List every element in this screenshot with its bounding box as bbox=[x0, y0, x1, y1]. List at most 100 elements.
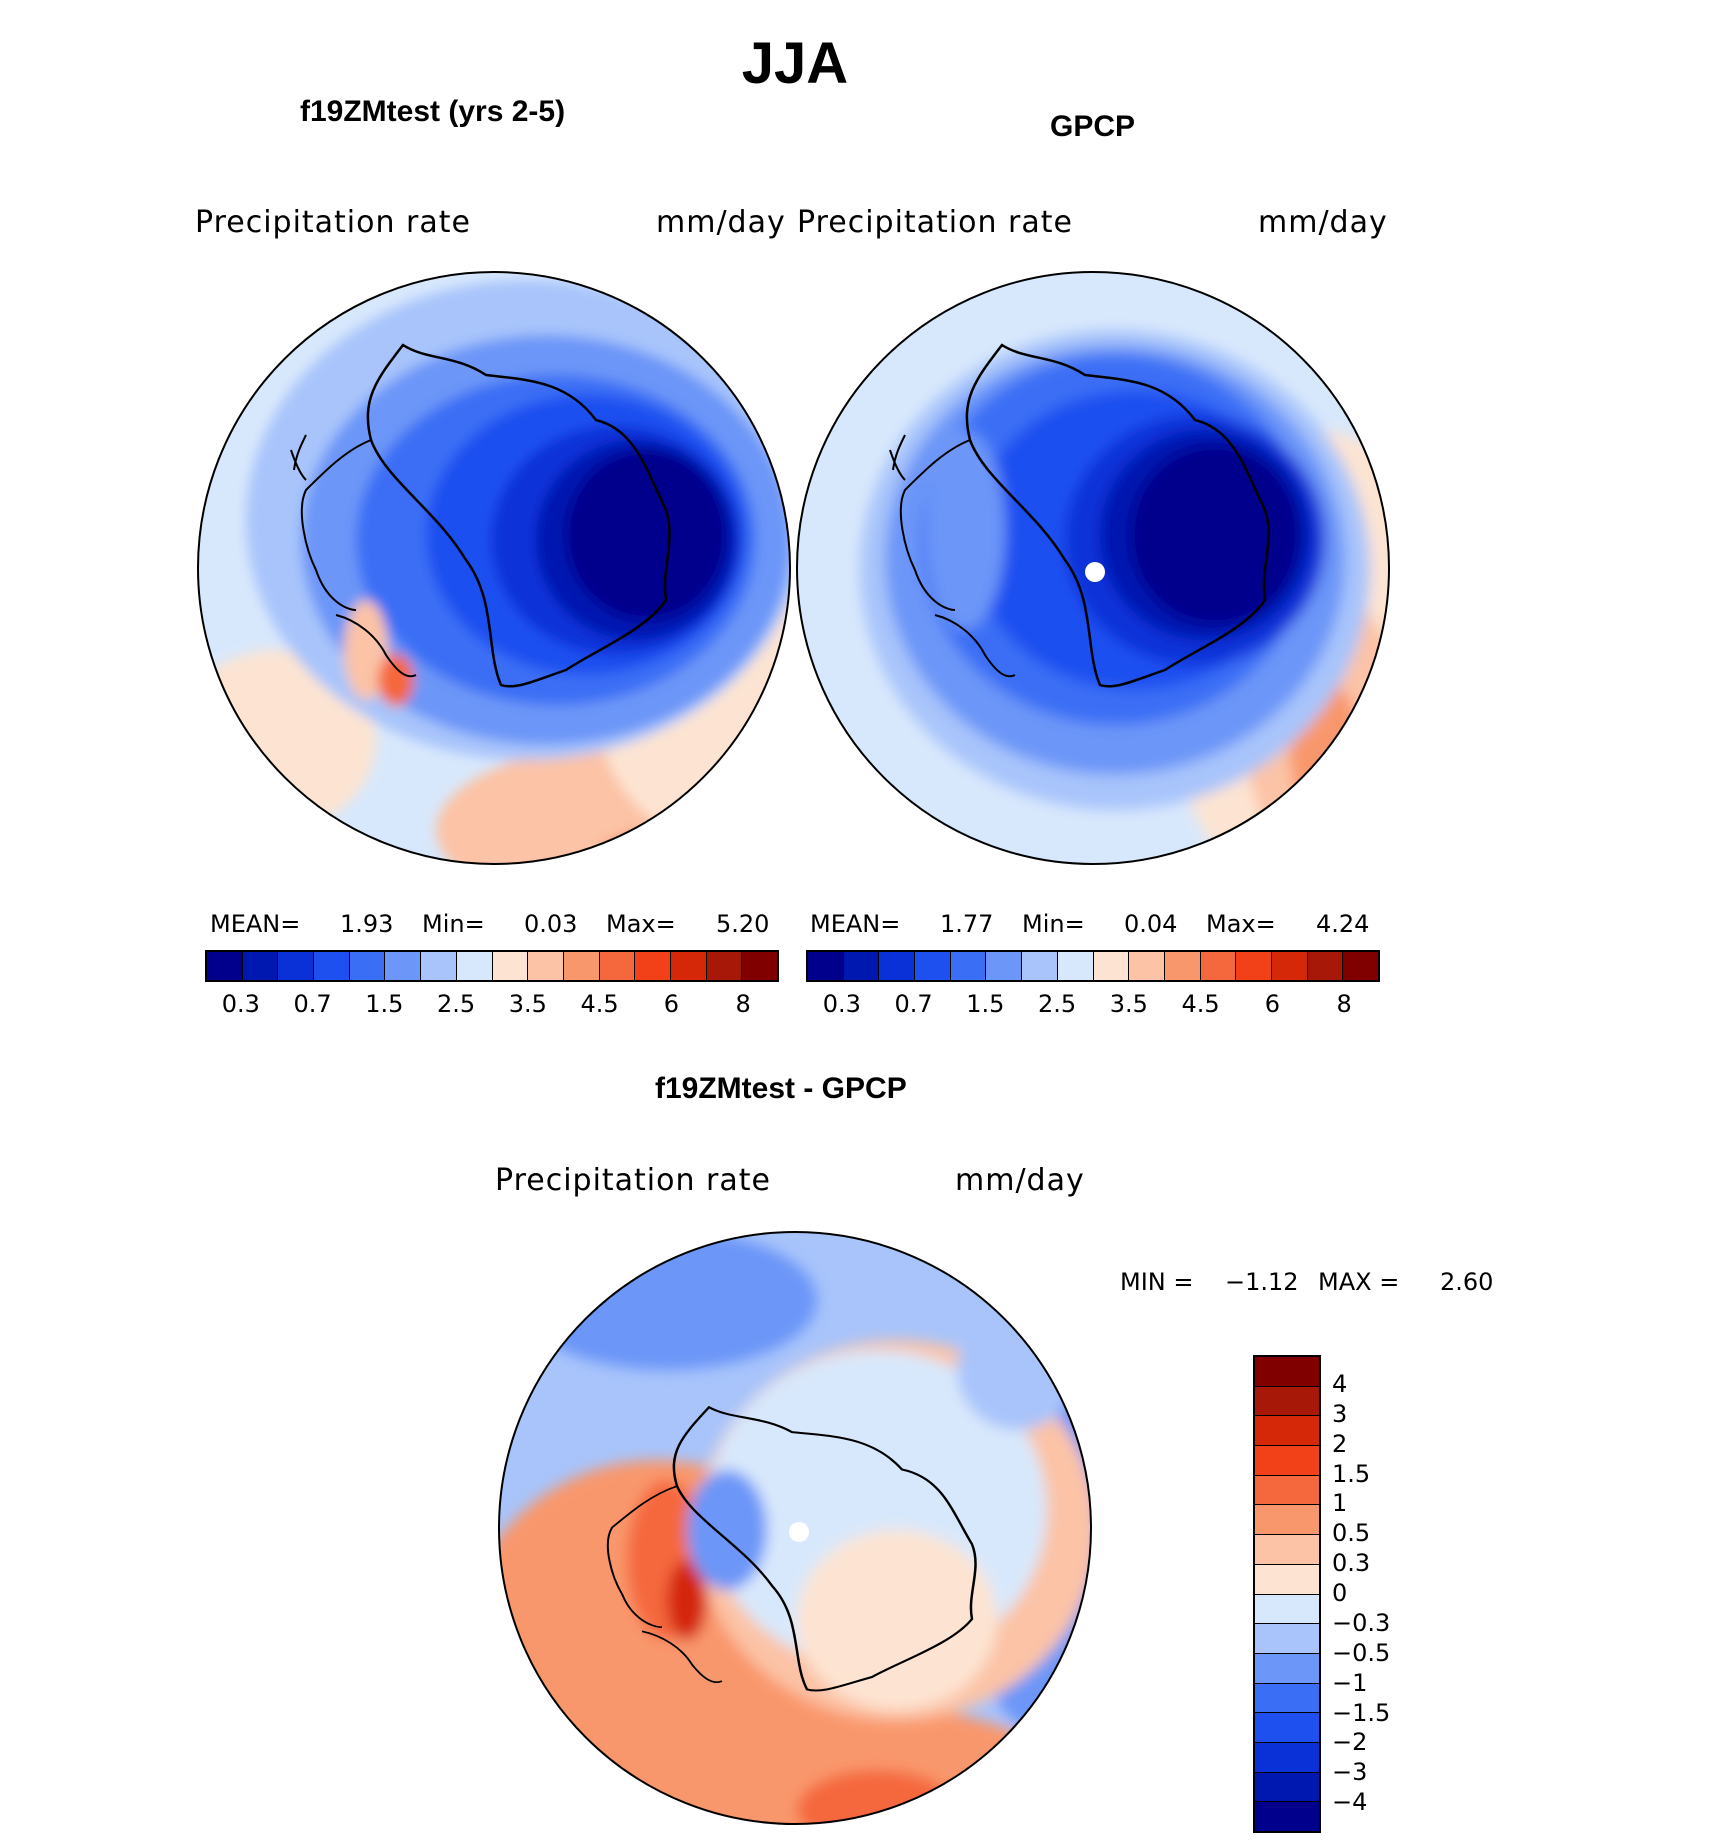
left-max-label: Max= bbox=[606, 910, 676, 938]
diff-colorbar-tick-label: −2 bbox=[1332, 1728, 1368, 1757]
left-mean-label: MEAN= bbox=[210, 910, 301, 938]
left-colorbar-swatch bbox=[528, 952, 564, 980]
right-units-label: mm/day bbox=[1258, 205, 1388, 240]
left-colorbar-tick-label: 1.5 bbox=[365, 990, 404, 1018]
left-colorbar-swatch bbox=[670, 952, 707, 980]
right-colorbar-tick-label: 4.5 bbox=[1181, 990, 1220, 1018]
right-colorbar-swatch bbox=[843, 952, 880, 980]
diff-colorbar-swatch bbox=[1255, 1446, 1319, 1476]
right-colorbar-tick-label: 1.5 bbox=[966, 990, 1005, 1018]
diff-colorbar-swatch bbox=[1255, 1386, 1319, 1417]
left-colorbar-tick-label: 0.7 bbox=[293, 990, 332, 1018]
diff-colorbar-tick-label: −1 bbox=[1332, 1668, 1368, 1697]
left-colorbar-swatch bbox=[706, 952, 743, 980]
right-colorbar-tick-label: 6 bbox=[1264, 990, 1281, 1018]
left-colorbar-swatch bbox=[599, 952, 636, 980]
diff-max-label: MAX = bbox=[1318, 1268, 1400, 1296]
diff-colorbar-swatch bbox=[1255, 1505, 1319, 1536]
right-min-value: 0.04 bbox=[1124, 910, 1178, 938]
diff-colorbar-tick-label: 3 bbox=[1332, 1399, 1348, 1428]
right-colorbar-swatch bbox=[986, 952, 1023, 980]
left-max-value: 5.20 bbox=[716, 910, 770, 938]
left-colorbar-swatch bbox=[242, 952, 279, 980]
right-min-label: Min= bbox=[1022, 910, 1085, 938]
right-colorbar-tick-label: 0.7 bbox=[894, 990, 933, 1018]
diff-colorbar-tick-label: 0.5 bbox=[1332, 1519, 1371, 1548]
right-colorbar-swatch bbox=[1343, 952, 1378, 980]
right-variable-label: Precipitation rate bbox=[797, 205, 1073, 240]
left-colorbar-tick-label: 2.5 bbox=[437, 990, 476, 1018]
right-colorbar-tick-label: 2.5 bbox=[1038, 990, 1077, 1018]
left-colorbar bbox=[205, 950, 779, 982]
diff-colorbar bbox=[1253, 1355, 1321, 1833]
diff-colorbar-tick-label: 4 bbox=[1332, 1369, 1348, 1398]
left-colorbar-swatch bbox=[742, 952, 777, 980]
right-colorbar bbox=[806, 950, 1380, 982]
left-colorbar-tick-label: 6 bbox=[663, 990, 680, 1018]
right-colorbar-swatch bbox=[1271, 952, 1308, 980]
diff-min-value: −1.12 bbox=[1225, 1268, 1299, 1296]
left-colorbar-ticks: 0.3 0.7 1.5 2.5 3.5 4.5 6 8 bbox=[205, 990, 779, 1020]
right-colorbar-swatch bbox=[1093, 952, 1130, 980]
right-colorbar-swatch bbox=[1057, 952, 1094, 980]
right-colorbar-swatch bbox=[915, 952, 951, 980]
left-colorbar-swatch bbox=[492, 952, 529, 980]
left-min-value: 0.03 bbox=[524, 910, 578, 938]
right-colorbar-swatch bbox=[1022, 952, 1058, 980]
right-colorbar-swatch bbox=[1200, 952, 1237, 980]
right-max-label: Max= bbox=[1206, 910, 1276, 938]
right-polar-map bbox=[796, 271, 1390, 865]
right-colorbar-swatch bbox=[1129, 952, 1165, 980]
right-mean-label: MEAN= bbox=[810, 910, 901, 938]
diff-colorbar-tick-label: −0.5 bbox=[1332, 1638, 1391, 1667]
right-colorbar-swatch bbox=[879, 952, 916, 980]
left-colorbar-swatch bbox=[635, 952, 671, 980]
right-max-value: 4.24 bbox=[1316, 910, 1370, 938]
left-colorbar-swatch bbox=[278, 952, 315, 980]
diff-colorbar-tick-label: 2 bbox=[1332, 1429, 1348, 1458]
left-colorbar-tick-label: 3.5 bbox=[508, 990, 547, 1018]
diff-colorbar-ticks: 4 3 2 1.5 1 0.5 0.3 0 −0.3 −0.5 −1 −1.5 −2 −3 −4 bbox=[1332, 1355, 1432, 1833]
diff-colorbar-tick-label: −1.5 bbox=[1332, 1698, 1391, 1727]
diff-units-label: mm/day bbox=[955, 1163, 1085, 1198]
left-polar-map bbox=[197, 271, 791, 865]
diff-colorbar-tick-label: −0.3 bbox=[1332, 1608, 1391, 1637]
diff-colorbar-swatch bbox=[1255, 1653, 1319, 1684]
right-colorbar-ticks: 0.3 0.7 1.5 2.5 3.5 4.5 6 8 bbox=[806, 990, 1380, 1020]
page-title: JJA bbox=[741, 31, 849, 96]
left-colorbar-tick-label: 8 bbox=[735, 990, 751, 1018]
right-colorbar-swatch bbox=[1236, 952, 1272, 980]
right-colorbar-tick-label: 3.5 bbox=[1109, 990, 1148, 1018]
diff-colorbar-tick-label: 0.3 bbox=[1332, 1549, 1371, 1578]
right-colorbar-tick-label: 8 bbox=[1336, 990, 1352, 1018]
diff-colorbar-swatch bbox=[1255, 1357, 1319, 1387]
diff-colorbar-swatch bbox=[1255, 1683, 1319, 1714]
right-colorbar-tick-label: 0.3 bbox=[822, 990, 861, 1018]
diff-colorbar-swatch bbox=[1255, 1802, 1319, 1831]
right-mean-value: 1.77 bbox=[940, 910, 994, 938]
right-colorbar-swatch bbox=[1307, 952, 1344, 980]
diff-min-label: MIN = bbox=[1120, 1268, 1194, 1296]
diff-colorbar-tick-label: 1.5 bbox=[1332, 1459, 1371, 1488]
left-colorbar-swatch bbox=[385, 952, 422, 980]
diff-colorbar-tick-label: 0 bbox=[1332, 1579, 1348, 1607]
diff-colorbar-swatch bbox=[1255, 1594, 1319, 1625]
left-mean-value: 1.93 bbox=[340, 910, 394, 938]
left-colorbar-swatch bbox=[207, 952, 243, 980]
diff-colorbar-tick-label: −4 bbox=[1332, 1788, 1368, 1817]
diff-panel-title: f19ZMtest - GPCP bbox=[655, 1072, 907, 1105]
diff-colorbar-swatch bbox=[1255, 1624, 1319, 1654]
left-colorbar-swatch bbox=[456, 952, 493, 980]
left-colorbar-swatch bbox=[349, 952, 386, 980]
diff-colorbar-swatch bbox=[1255, 1772, 1319, 1803]
diff-max-value: 2.60 bbox=[1440, 1268, 1494, 1296]
diff-colorbar-swatch bbox=[1255, 1742, 1319, 1773]
diff-polar-map bbox=[498, 1231, 1092, 1825]
left-units-label: mm/day bbox=[656, 205, 786, 240]
left-colorbar-swatch bbox=[563, 952, 600, 980]
right-colorbar-swatch bbox=[808, 952, 844, 980]
diff-colorbar-tick-label: 1 bbox=[1332, 1489, 1348, 1518]
left-min-label: Min= bbox=[422, 910, 485, 938]
right-panel-title: GPCP bbox=[1050, 110, 1136, 143]
diff-colorbar-swatch bbox=[1255, 1475, 1319, 1506]
